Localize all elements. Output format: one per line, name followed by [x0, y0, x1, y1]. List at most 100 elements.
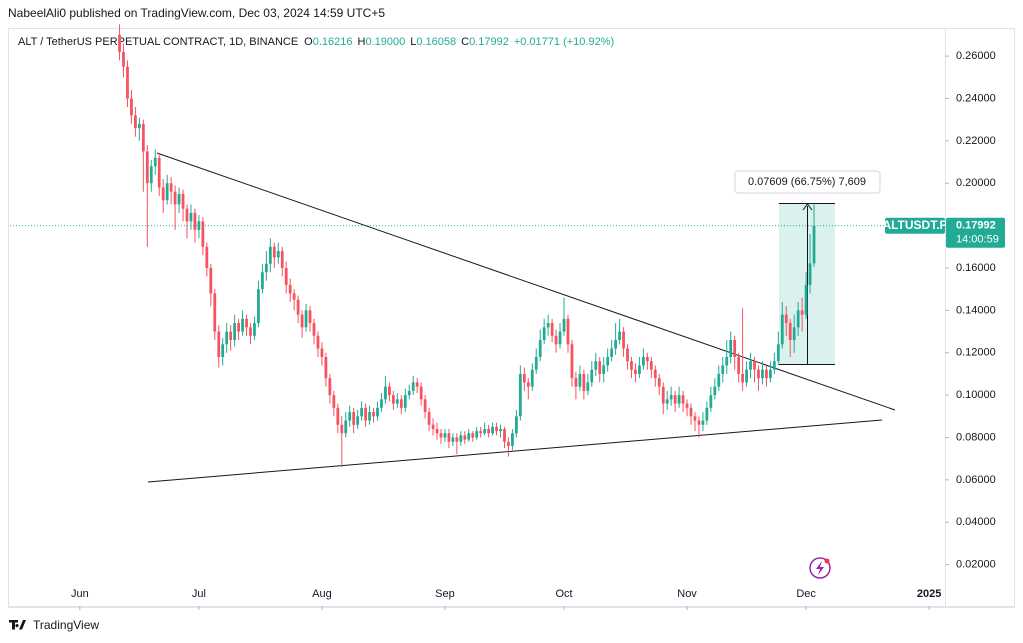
candle-body: [661, 386, 665, 404]
candle-body: [745, 369, 748, 383]
candle-body: [538, 340, 542, 357]
candle-body: [233, 323, 237, 341]
legend-change: +0.01771 (+10.92%): [514, 36, 614, 48]
legend-value: 0.16058: [416, 36, 456, 48]
y-tick-label: 0.14000: [956, 304, 996, 316]
candle-body: [804, 284, 808, 315]
legend-key: C: [461, 36, 469, 48]
candle-body: [689, 407, 693, 417]
candle-body: [328, 378, 332, 396]
candle-body: [522, 373, 526, 383]
candle-body: [395, 399, 399, 404]
symbol-tag: ALTUSDT.P: [882, 218, 947, 232]
candle-body: [169, 183, 173, 192]
candle-body: [808, 263, 812, 285]
candle-body: [122, 51, 125, 67]
candle-body: [542, 327, 546, 341]
chart-legend: ALT / TetherUS PERPETUAL CONTRACT, 1D, B…: [18, 36, 614, 48]
candle-body: [721, 365, 725, 374]
x-tick-label: Dec: [796, 588, 816, 600]
candle-body: [145, 151, 149, 184]
symbol-tag-box: [885, 217, 945, 234]
candle-body: [705, 407, 709, 421]
candle-body: [737, 356, 741, 374]
candle-body: [249, 327, 252, 336]
candle-body: [665, 399, 669, 404]
candle-body: [225, 331, 229, 345]
candle-body: [459, 435, 463, 442]
candle-body: [503, 429, 506, 442]
candle-body: [570, 344, 574, 379]
candle-body: [649, 361, 653, 370]
y-tick-label: 0.26000: [956, 50, 996, 62]
candle-body: [673, 395, 677, 404]
candle-body: [582, 373, 586, 391]
candle-body: [733, 340, 737, 357]
candle-body: [165, 183, 169, 201]
candle-body: [729, 340, 733, 357]
candle-body: [201, 221, 205, 247]
candle-body: [645, 356, 649, 362]
upper-trendline: [156, 152, 896, 411]
candle-body: [693, 416, 697, 421]
candle-body: [257, 289, 260, 324]
candle-body: [685, 403, 689, 408]
candle-body: [475, 431, 479, 438]
candle-body: [562, 318, 566, 332]
candle-body: [534, 356, 538, 370]
candle-body: [181, 193, 185, 209]
candle-body: [173, 191, 177, 205]
candle-body: [276, 251, 280, 258]
candle-body: [530, 369, 534, 387]
measure-label-box: [734, 170, 881, 194]
legend-key: H: [358, 36, 366, 48]
candle-body: [610, 348, 614, 357]
candle-body: [586, 382, 590, 391]
candle-body: [419, 386, 423, 400]
brand-name: TradingView: [33, 618, 99, 632]
candle-body: [784, 314, 788, 324]
candle-body: [153, 157, 157, 167]
candle-body: [669, 395, 673, 400]
candle-body: [241, 318, 244, 332]
legend-key: L: [410, 36, 416, 48]
event-icon-bolt: [816, 561, 824, 575]
candle-body: [130, 98, 133, 116]
candle-body: [765, 369, 768, 379]
candle-body: [364, 407, 367, 421]
candle-body: [213, 293, 217, 332]
candle-body: [768, 369, 772, 379]
y-tick-label: 0.20000: [956, 177, 996, 189]
candle-body: [499, 429, 502, 432]
candle-body: [566, 318, 570, 345]
candle-body: [137, 123, 141, 129]
y-tick-label: 0.08000: [956, 431, 996, 443]
candle-body: [316, 335, 320, 349]
candle-body: [435, 429, 439, 434]
candle-body: [606, 356, 610, 366]
candle-body: [272, 246, 276, 258]
candle-body: [300, 314, 304, 328]
candle-body: [336, 407, 340, 425]
candle-body: [776, 344, 780, 362]
candle-body: [261, 272, 264, 290]
candle-body: [292, 293, 296, 300]
y-tick-label: 0.22000: [956, 135, 996, 147]
candle-body: [157, 157, 161, 188]
candle-body: [185, 208, 189, 222]
candle-body: [590, 369, 594, 383]
candle-body: [411, 382, 415, 391]
candle-body: [709, 395, 713, 408]
candle-body: [268, 246, 272, 264]
candle-body: [197, 221, 201, 230]
candle-body: [657, 378, 661, 387]
legend-value: 0.19000: [365, 36, 405, 48]
candle-body: [550, 323, 554, 336]
candle-body: [439, 433, 443, 438]
candle-body: [384, 386, 387, 400]
candle-body: [344, 420, 348, 434]
candle-body: [391, 395, 395, 404]
candle-body: [753, 361, 756, 370]
